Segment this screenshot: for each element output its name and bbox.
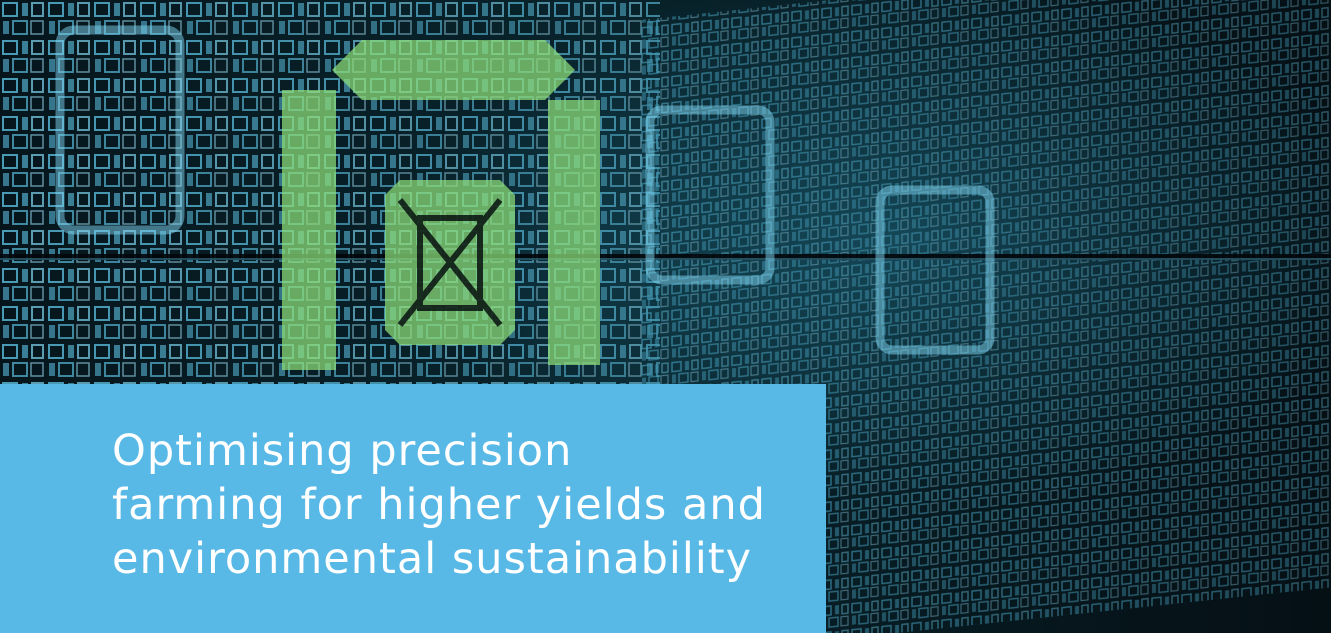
caption-title-line: environmental sustainability (112, 534, 753, 584)
caption-title: Optimising precision farming for higher … (112, 424, 812, 586)
caption-title-line: farming for higher yields and (112, 480, 766, 530)
caption-panel (0, 384, 826, 633)
caption-title-line: Optimising precision (112, 426, 573, 476)
